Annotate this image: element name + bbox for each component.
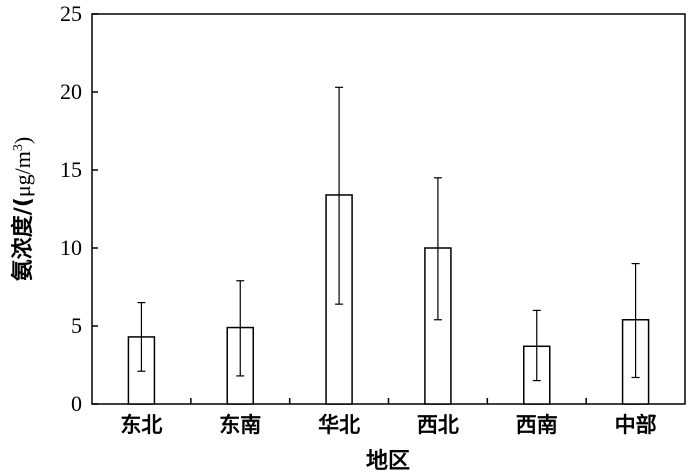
x-tick-labels: 东北 东南 华北 西北 西南 中部: [120, 413, 656, 437]
x-tick-label: 西南: [516, 413, 558, 437]
x-tick-label: 西北: [417, 413, 459, 437]
y-tick-label: 10: [60, 235, 82, 260]
y-axis: 0 5 10 15 20 25: [60, 1, 98, 416]
y-tick-label: 15: [60, 157, 82, 182]
x-tick-label: 东北: [120, 413, 162, 437]
y-axis-title-sup: 3: [11, 144, 26, 151]
y-tick-label: 20: [60, 79, 82, 104]
bars-group: [127, 194, 650, 405]
x-axis-title: 地区: [366, 449, 410, 474]
y-axis-title-end: ): [10, 137, 35, 144]
x-tick-label: 中部: [615, 413, 657, 437]
x-axis: [190, 398, 587, 404]
y-axis-title: 氨浓度/(μg/m3): [10, 137, 36, 281]
y-tick-label: 0: [71, 391, 82, 416]
x-tick-label: 东南: [219, 413, 261, 437]
y-tick-label: 25: [60, 1, 82, 26]
error-bars-group: [137, 86, 640, 382]
y-axis-title-unit: μg/m: [10, 151, 35, 197]
y-tick-label: 5: [71, 313, 82, 338]
y-axis-title-main: 氨浓度/(: [10, 197, 36, 281]
plot-area-frame: [91, 13, 686, 405]
x-tick-label: 华北: [318, 413, 360, 437]
